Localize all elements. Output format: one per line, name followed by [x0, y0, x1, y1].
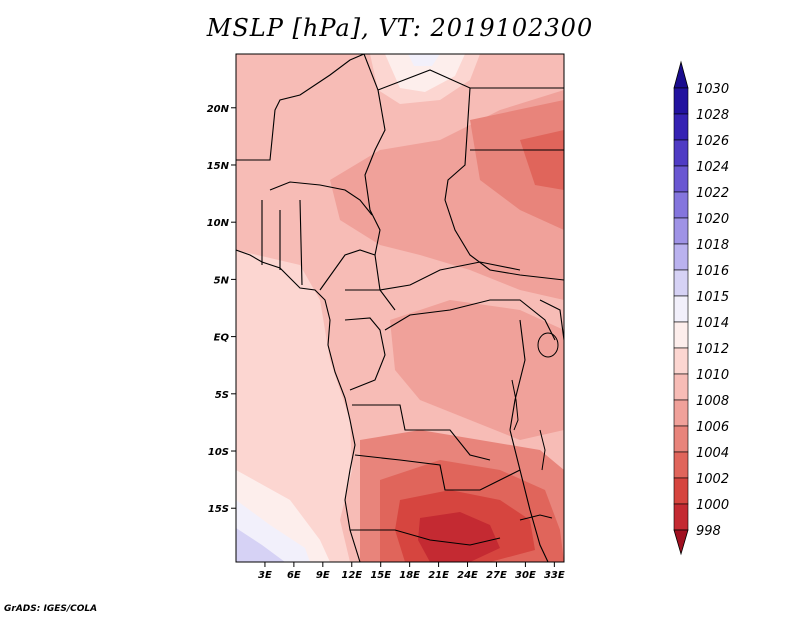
colorbar-bin [673, 139, 689, 167]
lon-tick-label: 21E [428, 570, 449, 581]
colorbar-label: 1006 [696, 420, 729, 435]
colorbar-label: 1014 [696, 316, 729, 331]
lat-tick-label: 5N [214, 275, 230, 286]
border-cameroon [319, 249, 376, 291]
lat-tick-label: 10S [208, 447, 229, 458]
colorbar-label: 1008 [696, 394, 729, 409]
lat-tick-label: 15N [207, 161, 230, 172]
colorbar: 998 1000 1002 1004 1006 1008 1010 1012 1014 1015 1… [673, 60, 729, 556]
colorbar-label: 1010 [696, 368, 729, 383]
border-mali-mauritania [236, 54, 365, 161]
colorbar-label: 1004 [696, 446, 729, 461]
border-malawi-moz [509, 429, 549, 562]
lat-tick-label: 5S [215, 390, 229, 401]
lon-tick-label: 30E [515, 570, 536, 581]
colorbar-label: 1026 [696, 134, 729, 149]
field-1016-sw [236, 528, 285, 562]
colorbar-label: 998 [696, 524, 721, 539]
colorbar-bin [673, 295, 689, 323]
colorbar-bin [673, 165, 689, 193]
lat-tick-label: 10N [207, 218, 230, 229]
border-gabon-congo [344, 317, 386, 391]
map-frame [235, 53, 565, 563]
field-1006-sudan [470, 100, 564, 230]
west-coastline [236, 249, 361, 562]
lon-tick-label: 18E [399, 570, 420, 581]
border-chad-sudan [444, 87, 564, 281]
border-car-north [345, 261, 521, 291]
colorbar-label: 1015 [696, 290, 729, 305]
border-libya-south [377, 69, 564, 91]
field-1014-sahara [385, 54, 465, 92]
border-west-africa-meridians [261, 199, 303, 286]
lat-tick-label: EQ [214, 333, 230, 344]
colorbar-bin [673, 399, 689, 427]
lake-kariba [519, 514, 553, 521]
country-borders [236, 54, 564, 562]
field-1004-sudan [520, 130, 564, 190]
lon-tick-label: 3E [258, 570, 272, 581]
colorbar-bin [673, 217, 689, 245]
colorbar-bin [673, 477, 689, 505]
border-kenya [539, 299, 564, 341]
border-angola-zambia [354, 454, 521, 491]
lon-tick-label: 6E [287, 570, 301, 581]
colorbar-label: 1012 [696, 342, 729, 357]
lon-tick-label: 12E [341, 570, 362, 581]
field-1008-congo [390, 300, 564, 440]
colorbar-bin [673, 503, 689, 531]
grads-credit: GrADS: IGES/COLA [4, 604, 98, 614]
colorbar-bin [673, 191, 689, 219]
lon-tick-label: 15E [370, 570, 391, 581]
field-1000-south [418, 512, 500, 562]
colorbar-bin [673, 425, 689, 453]
border-namibia-botswana [350, 529, 501, 546]
border-niger-chad-west [363, 54, 396, 311]
lat-tick-label: 20N [207, 104, 230, 115]
colorbar-label: 1022 [696, 186, 729, 201]
border-east-lakes [509, 319, 526, 431]
longitude-axis: 3E 6E 9E 12E 15E 18E 21E 24E 27E 30E 33E [258, 562, 565, 581]
field-1012-ocean [236, 250, 352, 562]
lakes [511, 332, 559, 521]
colorbar-label: 1024 [696, 160, 729, 175]
border-burkina-niger [269, 181, 373, 216]
colorbar-bin [673, 373, 689, 401]
colorbar-bin [673, 451, 689, 479]
colorbar-bin [673, 87, 689, 115]
field-1015-sahara [408, 54, 440, 66]
colorbar-bin [673, 269, 689, 297]
lon-tick-label: 33E [544, 570, 565, 581]
colorbar-bin [673, 321, 689, 349]
border-angola-drc [352, 404, 491, 461]
lon-tick-label: 24E [457, 570, 478, 581]
colorbar-top-arrow [673, 60, 689, 89]
lon-tick-label: 9E [316, 570, 330, 581]
field-1010-nw [236, 54, 340, 110]
lon-tick-label: 27E [486, 570, 507, 581]
colorbar-label: 1030 [696, 82, 729, 97]
colorbar-label: 1000 [696, 498, 729, 513]
colorbar-label: 1002 [696, 472, 729, 487]
colorbar-label: 1028 [696, 108, 729, 123]
colorbar-label: 1020 [696, 212, 729, 227]
latitude-axis: 20N 15N 10N 5N EQ 5S 10S 15S [207, 104, 236, 515]
lat-tick-label: 15S [208, 504, 229, 515]
colorbar-bin [673, 243, 689, 271]
lake-tanganyika [511, 379, 519, 431]
colorbar-label: 1016 [696, 264, 729, 279]
lake-malawi [539, 429, 546, 471]
colorbar-bin [673, 113, 689, 141]
border-drc-north [384, 299, 556, 341]
map-title: MSLP [hPa], VT: 2019102300 [206, 14, 594, 42]
colorbar-bottom-arrow [673, 529, 689, 556]
pressure-field [236, 54, 564, 562]
colorbar-label: 1018 [696, 238, 729, 253]
lake-victoria [537, 332, 559, 358]
colorbar-bin [673, 347, 689, 375]
